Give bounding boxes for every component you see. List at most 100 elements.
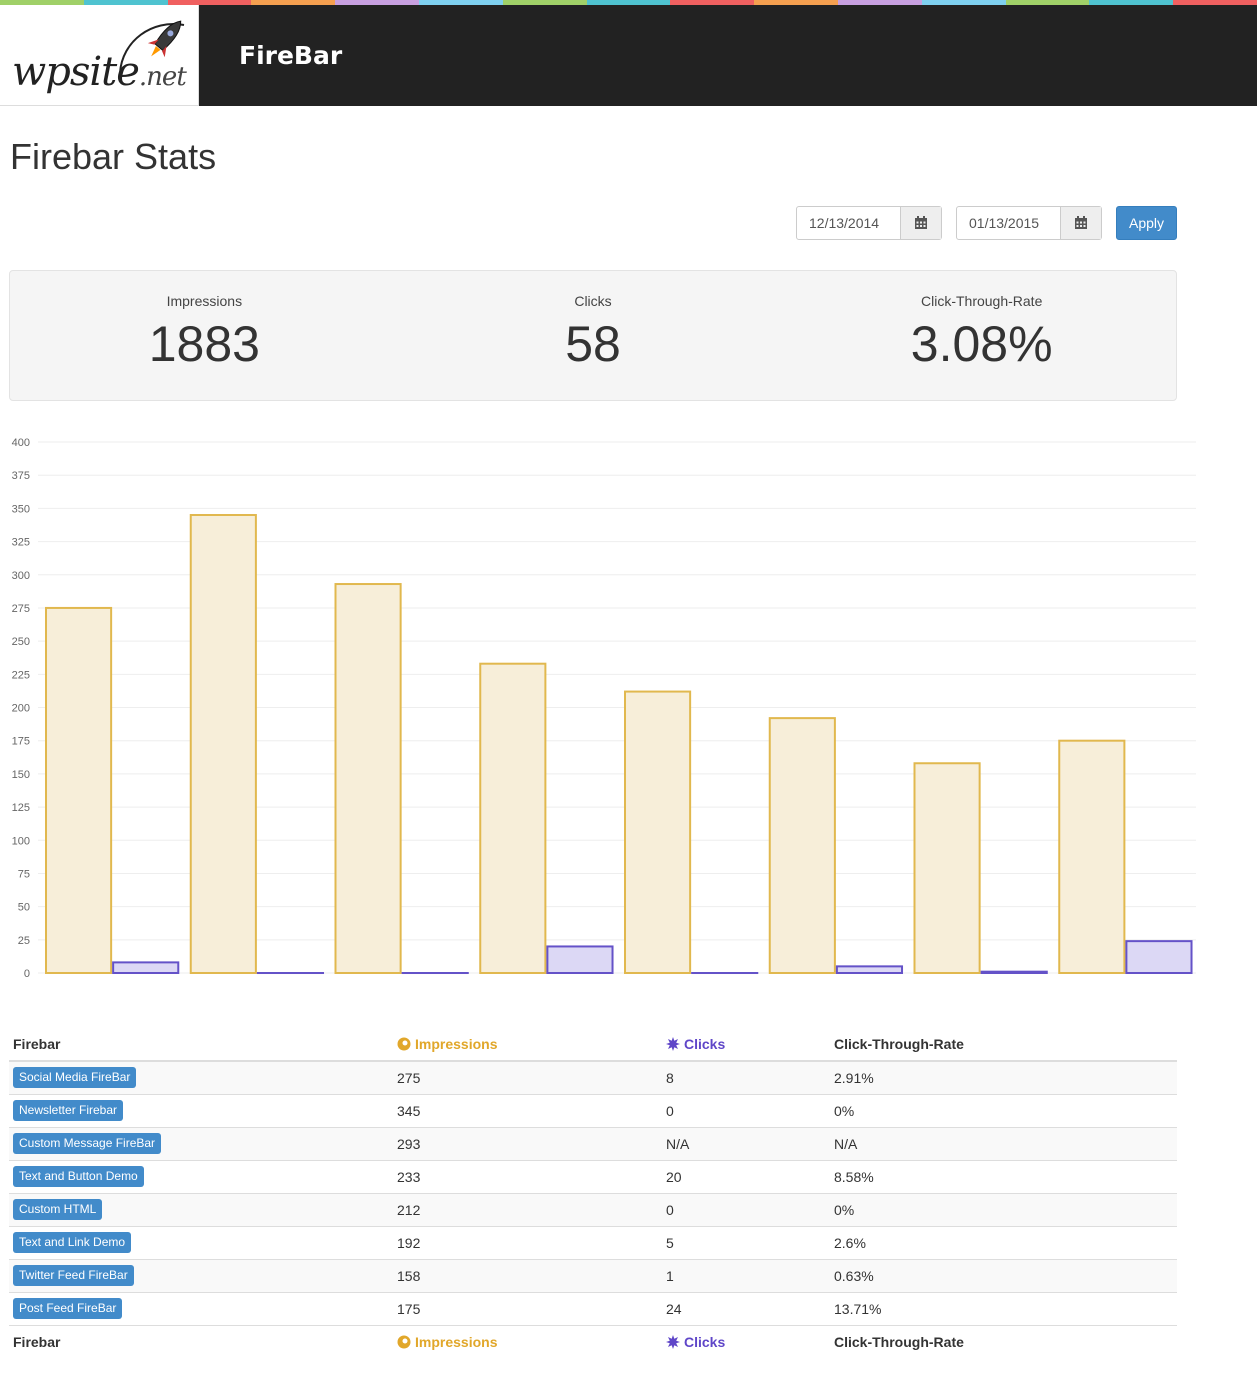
chart-bar [546,945,614,975]
ctr-cell: 0% [830,1192,1177,1226]
y-tick-label: 150 [12,769,30,781]
impressions-label: Impressions [166,293,243,309]
firebar-link[interactable]: Twitter Feed FireBar [13,1265,134,1286]
stripe-segment [502,0,587,5]
end-date-input[interactable] [957,207,1060,239]
impressions-cell: 345 [393,1093,662,1127]
y-tick-label: 125 [12,802,30,814]
logo-wordmark: wpsite.net [12,49,187,95]
ctr-label: Click-Through-Rate [920,293,1043,309]
firebar-link[interactable]: Custom Message FireBar [13,1133,162,1154]
chart-bar [334,583,402,974]
y-tick-label: 250 [12,636,30,648]
clicks-cell: 24 [662,1291,830,1325]
chart-bar [1058,739,1126,974]
ctr-value: 3.08% [910,316,1053,372]
firebar-name-cell: Custom Message FireBar [9,1126,393,1160]
firebar-link[interactable]: Text and Button Demo [13,1166,144,1187]
y-tick-label: 200 [12,703,30,715]
y-tick-label: 75 [18,868,30,880]
app-title: FireBar [239,41,343,70]
impressions-cell: 275 [393,1060,662,1094]
end-date-group [956,206,1102,240]
stripe-segment [0,0,84,5]
stripe-segment [335,0,419,5]
firebar-link[interactable]: Text and Link Demo [13,1232,132,1253]
stats-table: Firebar Impressions Clicks Click-Through… [9,1028,1177,1358]
table-row: Post Feed FireBar 175 24 13.71% [9,1291,1177,1325]
chart-bar [980,970,1048,974]
burst-icon [666,1037,680,1051]
clicks-stat: Clicks 58 [399,271,788,400]
table-footer-row: Firebar Impressions Clicks Click-Through… [9,1324,1177,1358]
ctr-stat: Click-Through-Rate 3.08% [787,271,1176,400]
firebar-link[interactable]: Post Feed FireBar [13,1298,123,1319]
ctr-header[interactable]: Click-Through-Rate [830,1028,1177,1062]
table-row: Text and Button Demo 233 20 8.58% [9,1159,1177,1193]
stripe-segment [251,0,336,5]
logo[interactable]: wpsite.net [0,5,199,106]
table-row: Twitter Feed FireBar 158 1 0.63% [9,1258,1177,1292]
start-date-input[interactable] [797,207,900,239]
y-tick-label: 50 [18,902,30,914]
burst-icon [666,1334,680,1349]
impressions-header[interactable]: Impressions [393,1028,662,1062]
clicks-header[interactable]: Clicks [662,1028,830,1062]
stripe-segment [754,0,838,5]
stripe-segment [670,0,755,5]
firebar-name-cell: Newsletter Firebar [9,1093,393,1127]
site-header: wpsite.net FireBar [0,5,1257,106]
firebar-name-cell: Text and Link Demo [9,1225,393,1259]
y-tick-label: 0 [24,968,30,980]
stripe-segment [83,0,168,5]
ctr-cell: 2.6% [830,1225,1177,1259]
firebar-header[interactable]: Firebar [9,1028,393,1062]
end-date-calendar-button[interactable] [1060,207,1101,239]
chart-bar [1125,940,1193,975]
apply-button[interactable]: Apply [1116,206,1177,240]
stripe-segment [921,0,1006,5]
calendar-icon [1075,216,1087,229]
start-date-calendar-button[interactable] [900,207,941,239]
y-tick-label: 350 [12,503,30,515]
page-title: Firebar Stats [10,136,217,177]
stripe-segment [167,0,252,5]
clicks-value: 58 [565,316,621,372]
calendar-icon [915,216,927,229]
chart-bar [45,606,113,974]
impressions-cell: 192 [393,1225,662,1259]
y-tick-label: 100 [12,835,30,847]
impressions-value: 1883 [148,316,260,372]
chart-bar [913,762,981,974]
firebar-footer: Firebar [9,1324,393,1358]
firebar-link[interactable]: Social Media FireBar [13,1067,137,1089]
firebar-link[interactable]: Newsletter Firebar [13,1100,124,1121]
clicks-cell: 5 [662,1225,830,1259]
y-tick-label: 325 [12,537,30,549]
y-tick-label: 275 [12,603,30,615]
eye-icon [397,1037,411,1051]
summary-panel: Impressions 1883 Clicks 58 Click-Through… [9,270,1177,401]
table-row: Custom HTML 212 0 0% [9,1192,1177,1226]
color-stripe [0,0,1257,5]
clicks-label: Clicks [574,293,612,309]
firebar-name-cell: Post Feed FireBar [9,1291,393,1325]
y-tick-label: 400 [12,437,30,449]
firebar-link[interactable]: Custom HTML [13,1199,103,1220]
impressions-cell: 233 [393,1159,662,1193]
stripe-segment [418,0,503,5]
table-row: Text and Link Demo 192 5 2.6% [9,1225,1177,1259]
impressions-cell: 212 [393,1192,662,1226]
firebar-name-cell: Social Media FireBar [9,1060,393,1094]
stripe-segment [586,0,671,5]
chart-bar [189,514,257,974]
eye-icon [397,1335,411,1349]
stripe-segment [1173,0,1257,5]
ctr-cell: 0.63% [830,1258,1177,1292]
impressions-cell: 175 [393,1291,662,1325]
clicks-cell: N/A [662,1126,830,1160]
table-row: Newsletter Firebar 345 0 0% [9,1093,1177,1127]
impressions-cell: 293 [393,1126,662,1160]
table-row: Custom Message FireBar 293 N/A N/A [9,1126,1177,1160]
bar-chart: 0 25 50 75 100 125 150 175 200 225 250 275 300 325 350… [12,437,1196,980]
